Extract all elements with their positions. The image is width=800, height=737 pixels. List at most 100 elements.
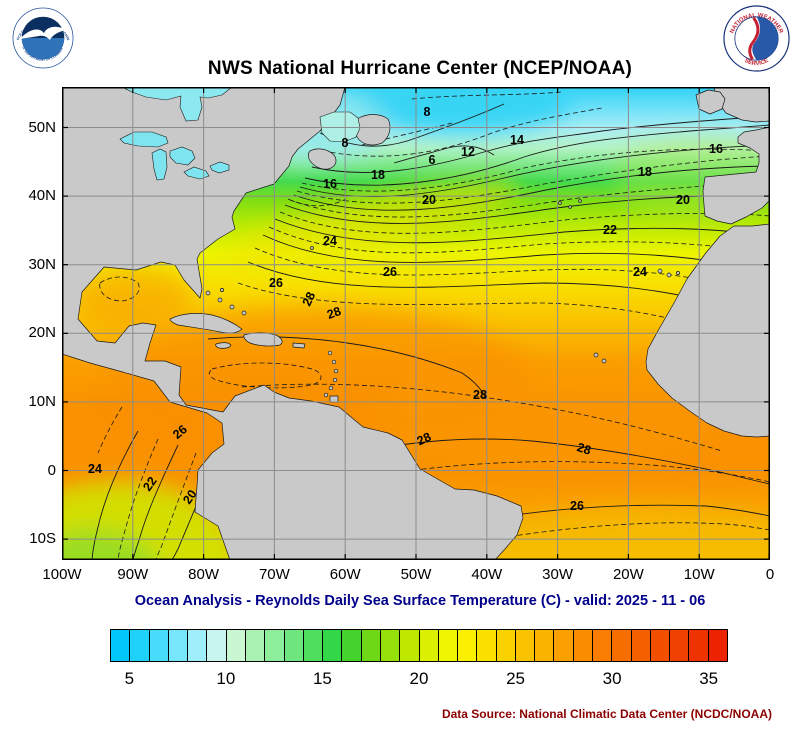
lon-label: 90W	[117, 566, 149, 583]
colorbar-segment	[670, 630, 690, 661]
lon-label: 0	[765, 566, 775, 583]
lon-label: 70W	[258, 566, 290, 583]
colorbar-segment	[631, 630, 651, 661]
colorbar-segment	[477, 630, 497, 661]
colorbar-segment	[323, 630, 343, 661]
colorbar-segment	[130, 630, 150, 661]
lat-label: 50N	[28, 118, 56, 136]
contour-value-label: 14	[510, 133, 524, 147]
contour-value-label: 22	[603, 223, 617, 237]
lon-label: 100W	[42, 566, 82, 583]
colorbar-segment	[419, 630, 439, 661]
contour-value-label: 8	[341, 136, 349, 150]
contour-value-label: 12	[461, 145, 475, 159]
contour-value-label: 16	[323, 177, 337, 191]
contour-value-label: 6	[428, 153, 436, 167]
colorbar-segment	[149, 630, 169, 661]
lat-label: 40N	[28, 187, 56, 205]
colorbar-segment	[554, 630, 574, 661]
nws-globe	[752, 16, 779, 61]
lat-label: 20N	[28, 324, 56, 342]
colorbar-segment	[612, 630, 632, 661]
lon-label: 50W	[400, 566, 432, 583]
noaa-gull-icon	[19, 26, 67, 40]
contour-value-label: 18	[371, 168, 385, 182]
contour-value-label: 18	[638, 165, 652, 179]
bermuda-island	[310, 246, 314, 250]
canary-islands	[657, 268, 680, 278]
sst-map-canvas	[62, 87, 770, 560]
americas-landmass	[62, 87, 524, 560]
landmasses	[62, 87, 770, 560]
bahamas-islands	[205, 288, 247, 316]
colorbar-segment	[573, 630, 594, 661]
contour-value-label: 28	[473, 388, 487, 402]
contour-value-label: 24	[88, 462, 102, 476]
cape-verde-islands	[593, 352, 607, 364]
map-frame	[62, 87, 770, 560]
contour-value-label: 24	[633, 265, 647, 279]
nws-logo: NATIONAL WEATHER SERVICE	[723, 5, 790, 72]
colorbar-segment	[361, 630, 381, 661]
lesser-antilles-islands	[323, 350, 339, 403]
contour-value-label: 20	[676, 193, 690, 207]
lon-label: 40W	[471, 566, 503, 583]
inland-waters	[119, 87, 361, 181]
colorbar-segment	[188, 630, 208, 661]
colorbar-segment	[689, 630, 709, 661]
contour-value-label: 26	[570, 499, 584, 513]
contour-value-label: 26	[269, 276, 283, 290]
colorbar-segment	[438, 630, 459, 661]
page-title: NWS National Hurricane Center (NCEP/NOAA…	[207, 58, 633, 79]
lon-label: 10W	[683, 566, 715, 583]
colorbar-tick-label: 35	[699, 669, 719, 688]
colorbar-segment	[303, 630, 324, 661]
great-lakes	[119, 131, 230, 181]
colorbar-segment	[342, 630, 362, 661]
isotherm-contours	[91, 91, 770, 560]
sst-map	[62, 87, 770, 560]
colorbar-segment	[265, 630, 285, 661]
contour-value-label: 20	[422, 193, 436, 207]
colorbar-segment	[380, 630, 401, 661]
colorbar-tick-label: 15	[312, 669, 332, 688]
contour-value-label: 24	[323, 234, 337, 248]
lat-label: 10S	[29, 530, 56, 548]
lon-label: 80W	[188, 566, 220, 583]
lat-label: 30N	[28, 255, 56, 273]
colorbar-segment	[226, 630, 246, 661]
colorbar-tick-label: 30	[602, 669, 622, 688]
temperature-colorbar	[110, 629, 728, 662]
colorbar-segment	[535, 630, 555, 661]
contour-value-label: 16	[709, 142, 723, 156]
jamaica-island	[215, 342, 232, 349]
europe-continent	[702, 126, 770, 225]
colorbar-segment	[515, 630, 536, 661]
puerto-rico-island	[292, 342, 306, 349]
africa	[645, 223, 770, 438]
contour-value-label: 26	[383, 265, 397, 279]
nws-red-stripe	[748, 16, 760, 61]
colorbar-segment	[708, 630, 727, 661]
contour-value-label: 8	[423, 105, 431, 119]
ireland	[695, 89, 726, 115]
colorbar-segment	[593, 630, 613, 661]
colorbar-tick-label: 10	[216, 669, 236, 688]
azores-islands	[558, 199, 582, 209]
colorbar-segment	[458, 630, 478, 661]
colorbar-segment	[168, 630, 189, 661]
noaa-logo: NATIONAL OCEANIC AND ATMOSPHERIC ADMINIS…	[12, 7, 74, 69]
nws-ring-text-bottom: SERVICE	[743, 58, 769, 68]
colorbar-tick-label: 25	[506, 669, 526, 688]
newfoundland-island	[354, 114, 391, 146]
colorbar-segment	[496, 630, 516, 661]
lon-label: 60W	[329, 566, 361, 583]
noaa-sea	[21, 38, 65, 60]
lon-label: 20W	[612, 566, 644, 583]
lat-lon-grid	[62, 87, 770, 560]
colorbar-segment	[284, 630, 304, 661]
lat-label: 10N	[28, 392, 56, 410]
svg-text:SERVICE: SERVICE	[743, 58, 769, 68]
colorbar-segment	[400, 630, 420, 661]
